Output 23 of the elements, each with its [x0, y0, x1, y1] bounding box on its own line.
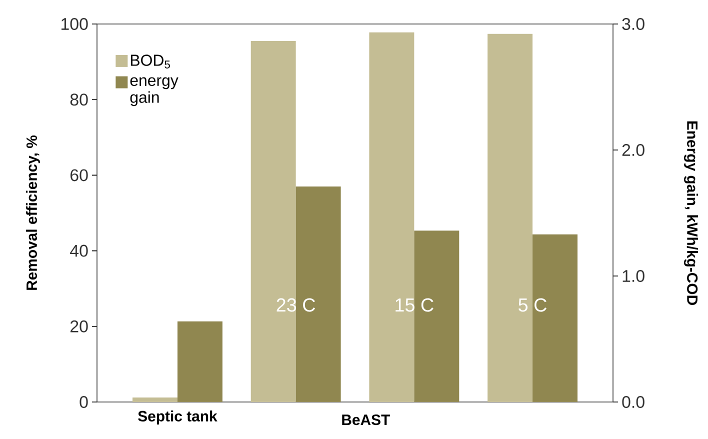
y2-tick-label: 2.0 — [622, 144, 644, 156]
annotation: 15 C — [396, 298, 434, 312]
y-axis-title: Removal efficiency, % — [26, 135, 40, 290]
y-tick-label: 0 — [80, 396, 88, 408]
y-tick-label: 20 — [70, 320, 88, 332]
bar — [177, 321, 222, 402]
y-tick-label: 40 — [70, 244, 88, 257]
y-tick-label: 60 — [70, 169, 88, 182]
text: BeAST — [342, 414, 390, 426]
legend-label: BOD$_{5}$ — [130, 54, 170, 68]
annotation: 23 C — [276, 298, 316, 312]
bar — [369, 32, 414, 402]
annotation: 5 C — [518, 298, 547, 312]
bar — [132, 397, 178, 402]
y2-axis-title: Energy gain, kWh/kg-COD — [684, 121, 698, 305]
y2-tick-label: 1.0 — [622, 270, 644, 282]
bar — [488, 34, 533, 402]
y2-tick-label: 0.0 — [622, 396, 644, 408]
legend-label: energy gain — [130, 77, 178, 106]
y-tick-label: 100 — [62, 18, 88, 30]
y-tick-label: 80 — [70, 94, 88, 106]
x-tick-label: Septic tank — [138, 410, 218, 424]
y2-tick-label: 3.0 — [622, 18, 644, 30]
